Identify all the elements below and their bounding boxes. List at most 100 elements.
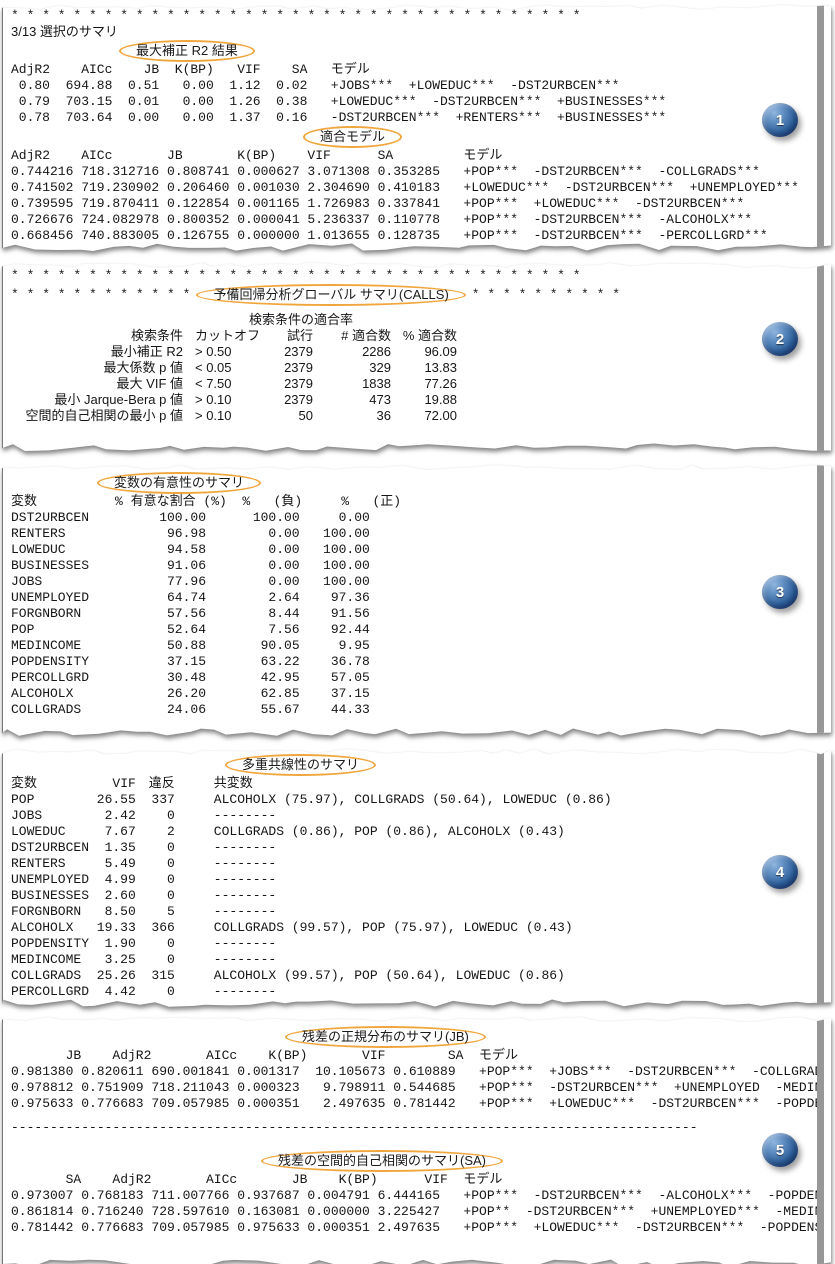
table-cell: DST2URBCEN	[11, 510, 90, 525]
table-row: UNEMPLOYED 4.99 0 --------	[11, 872, 831, 888]
table-cell: モデル	[330, 62, 370, 77]
report-section-2-wrap: * * * * * * * * * * * * * * * * * * * * …	[2, 262, 831, 452]
table-row: 最大係数 p 値 < 0.05 2379 329 13.83	[11, 360, 831, 376]
table-cell: PERCOLLGRD	[11, 670, 90, 685]
table-cell: 0.000627	[237, 164, 300, 179]
page-edge-bar	[817, 465, 831, 736]
table-cell: 337	[151, 792, 175, 807]
table-cell: 0.78	[18, 110, 50, 125]
table-cell: 0.00	[268, 526, 300, 541]
report-section-3-wrap: 変数の有意性のサマリ 変数 % 有意な割合 (%) % (負) % (正) DS…	[2, 464, 831, 737]
report-section-3: 変数の有意性のサマリ 変数 % 有意な割合 (%) % (負) % (正) DS…	[2, 465, 831, 736]
table-row: RENTERS 96.98 0.00 100.00	[11, 526, 831, 542]
table-cell: 2379	[284, 376, 313, 391]
table-cell: COLLGRADS (0.86), POP (0.86), ALCOHOLX (…	[213, 824, 565, 839]
table-cell: 90.05	[260, 638, 300, 653]
table-cell: 0.00	[268, 574, 300, 589]
table-cell: 6.444165	[377, 1188, 441, 1203]
table-cell: 0.000041	[237, 212, 300, 227]
table-cell: < 0.05	[195, 360, 232, 375]
table-cell: 2286	[362, 344, 391, 359]
table-cell: JB	[143, 62, 160, 77]
table-cell: 0.800352	[167, 212, 230, 227]
table-row: 0.80 694.88 0.51 0.00 1.12 0.02 +JOBS*** +LOWE…	[11, 78, 831, 94]
table-cell: 19.33	[96, 920, 136, 935]
table-cell: 62.85	[260, 686, 300, 701]
global-summary-title-line: * * * * * * * * * * * * 予備回帰分析グローバル サマリ(…	[11, 284, 831, 306]
report-section-1: * * * * * * * * * * * * * * * * * * * * …	[2, 5, 831, 251]
table-cell: 最大係数 p 値	[103, 360, 183, 375]
table-cell: 1838	[362, 376, 391, 391]
table-cell: +POP*** +LOWEDUC*** -DST2URBCEN***	[463, 196, 745, 211]
table-cell: 違反	[148, 776, 175, 791]
table-cell: 0.79	[18, 94, 50, 109]
callout-badge-5: 5	[762, 1133, 798, 1167]
table-cell: 1.726983	[307, 196, 370, 211]
table-cell: 37.15	[167, 654, 207, 669]
table-cell: 100.00	[252, 510, 300, 525]
table-cell: 0.01	[127, 94, 160, 109]
table-row: 最小 Jarque-Bera p 値 > 0.10 2379 473 19.88	[11, 392, 831, 408]
table-cell: > 0.10	[195, 408, 232, 423]
table-cell: 3.071308	[307, 164, 370, 179]
title-oval-highest-adjusted-r2: 最大補正 R2 結果	[119, 40, 255, 62]
table-cell: 0.110778	[377, 212, 441, 227]
spatial-autocorrelation-table: SA AdjR2 AICc JB K(BP) VIF モデル 0.973007 0.768183…	[11, 1172, 831, 1236]
stars-right: * * * * * * * * * *	[471, 287, 621, 302]
table-cell: 96.98	[167, 526, 207, 541]
table-cell: 703.15	[65, 94, 113, 109]
table-cell: 2.60	[104, 888, 136, 903]
table-cell: 0.00	[182, 78, 214, 93]
table-cell: VIF	[112, 776, 136, 791]
table-row: ALCOHOLX 26.20 62.85 37.15	[11, 686, 831, 702]
table-cell: ALCOHOLX (99.57), POP (50.64), LOWEDUC (…	[213, 968, 565, 983]
table-cell: MEDINCOME	[11, 638, 82, 653]
table-cell: 0.00	[268, 558, 300, 573]
table-cell: 0.126755	[167, 228, 230, 243]
table-row: POPDENSITY 37.15 63.22 36.78	[11, 654, 831, 670]
title-oval-variable-significance: 変数の有意性のサマリ	[97, 472, 262, 494]
table-cell: 1.35	[104, 840, 136, 855]
table-cell: COLLGRADS (99.57), POP (75.97), LOWEDUC …	[213, 920, 573, 935]
table-cell: 26.20	[167, 686, 207, 701]
table-cell: FORGNBORN	[11, 904, 82, 919]
table-row: 最小補正 R2 > 0.50 2379 2286 96.09	[11, 344, 831, 360]
table-cell: VIF	[424, 1172, 448, 1187]
table-cell: < 7.50	[195, 376, 232, 391]
table-cell: 42.95	[260, 670, 300, 685]
table-cell: 0	[166, 856, 175, 871]
table-cell: AdjR2	[112, 1048, 152, 1063]
table-cell: 1.013655	[307, 228, 370, 243]
table-cell: 57.56	[167, 606, 207, 621]
table-row: DST2URBCEN 1.35 0 --------	[11, 840, 831, 856]
table-row: ALCOHOLX 19.33 366 COLLGRADS (99.57), POP (…	[11, 920, 831, 936]
residual-normality-table: JB AdjR2 AICc K(BP) VIF SA モデル 0.981380 0.820611…	[11, 1048, 831, 1112]
table-cell: 91.56	[330, 606, 370, 621]
table-cell: +LOWEDUC*** -DST2URBCEN*** +BUSINESSES**…	[330, 94, 667, 109]
table-cell: SA	[377, 148, 394, 163]
table-cell: --------	[213, 904, 277, 919]
table-cell: +POP*** -DST2URBCEN*** -ALCOHOLX*** -POP…	[463, 1188, 831, 1203]
table-cell: ALCOHOLX (75.97), COLLGRADS (50.64), LOW…	[213, 792, 612, 807]
oval-line: 適合モデル	[303, 126, 831, 148]
table-cell: DST2URBCEN	[11, 840, 90, 855]
table-cell: 最大 VIF 値	[116, 376, 183, 391]
report-section-5: 残差の正規分布のサマリ(JB) JB AdjR2 AICc K(BP) VIF SA モデル…	[2, 1017, 831, 1264]
page-edge-bar	[817, 263, 831, 451]
table-cell: 0	[166, 936, 175, 951]
table-cell: 0.820611	[81, 1064, 144, 1079]
table-cell: 3.225427	[377, 1204, 441, 1219]
table-row: POP 52.64 7.56 92.44	[11, 622, 831, 638]
table-cell: 0	[166, 872, 175, 887]
table-cell: 最小 Jarque-Bera p 値	[54, 392, 183, 407]
table-cell: 718.312716	[81, 164, 160, 179]
table-cell: 9.798911	[323, 1080, 386, 1095]
table-row: 0.78 703.64 0.00 0.00 1.37 0.16 -DST2URBCEN***…	[11, 110, 831, 126]
table-cell: 0.744216	[11, 164, 74, 179]
table-cell: 77.96	[167, 574, 207, 589]
table-cell: 26.55	[96, 792, 136, 807]
table-cell: 0.726676	[11, 212, 74, 227]
table-cell: カットオフ	[195, 328, 261, 343]
table-cell: VIF	[307, 148, 331, 163]
table-cell: 3.25	[104, 952, 136, 967]
